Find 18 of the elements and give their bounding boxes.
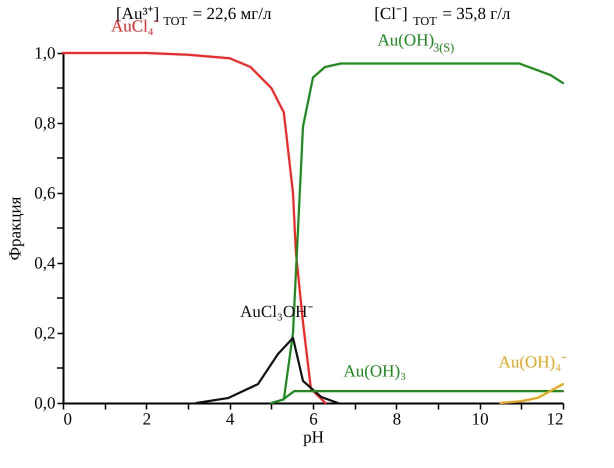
x-tick-label: 4: [226, 410, 235, 428]
y-tick-label: 0,2: [34, 324, 56, 342]
series-label: Au(OH)₃: [343, 361, 406, 380]
y-tick-label: 0,8: [34, 114, 56, 132]
text: [Cl⁻]TOT = 35,8 г/л: [374, 4, 511, 28]
x-axis-title: pH: [303, 428, 324, 446]
x-tick-label: 10: [472, 410, 489, 428]
series-label: Au(OH)₄⁻: [498, 352, 568, 372]
y-tick-label: 0,0: [34, 394, 56, 412]
x-tick-label: 2: [142, 410, 152, 428]
y-axis-title: Фракция: [5, 196, 24, 260]
y-tick-label: 0,4: [34, 254, 56, 272]
y-tick-label: 1,0: [34, 44, 56, 62]
x-tick-label: 6: [309, 410, 318, 428]
x-tick-label: 12: [546, 410, 564, 428]
y-tick-label: 0,6: [34, 184, 56, 202]
x-tick-label: 8: [392, 410, 402, 428]
x-tick-label: 0: [64, 410, 72, 428]
